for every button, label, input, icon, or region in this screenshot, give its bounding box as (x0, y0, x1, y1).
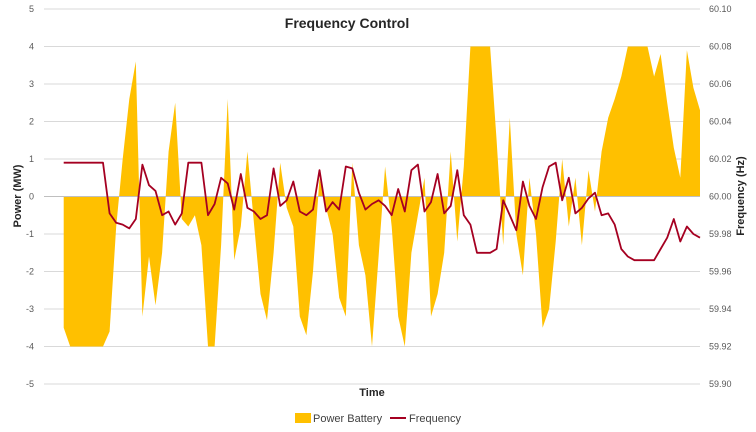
left-tick-label: 3 (29, 79, 34, 89)
right-tick-label: 60.10 (709, 4, 732, 14)
plot-area (44, 46, 701, 347)
right-axis-title: Frequency (Hz) (735, 156, 747, 236)
left-tick-label: -3 (26, 304, 34, 314)
chart-title: Frequency Control (285, 15, 409, 31)
right-tick-label: 59.98 (709, 229, 732, 239)
left-tick-label: -5 (26, 379, 34, 389)
left-axis-title: Power (MW) (12, 164, 24, 227)
right-tick-label: 60.06 (709, 79, 732, 89)
legend-label-frequency: Frequency (409, 413, 461, 425)
left-tick-label: 0 (29, 192, 34, 202)
right-tick-label: 59.96 (709, 267, 732, 277)
right-tick-label: 60.00 (709, 192, 732, 202)
frequency-line (63, 161, 701, 262)
x-axis-title: Time (359, 387, 384, 399)
right-tick-label: 59.94 (709, 304, 732, 314)
left-tick-label: 5 (29, 4, 34, 14)
right-tick-label: 60.04 (709, 117, 732, 127)
left-tick-label: 1 (29, 154, 34, 164)
left-tick-label: -2 (26, 267, 34, 277)
legend: Power Battery Frequency (295, 413, 461, 425)
left-tick-label: -4 (26, 342, 34, 352)
right-tick-label: 60.08 (709, 42, 732, 52)
left-tick-label: 2 (29, 117, 34, 127)
left-tick-label: -1 (26, 229, 34, 239)
legend-label-battery: Power Battery (313, 413, 383, 425)
right-tick-label: 60.02 (709, 154, 732, 164)
right-tick-label: 59.92 (709, 342, 732, 352)
left-tick-label: 4 (29, 42, 34, 52)
left-axis-ticks: 5 4 3 2 1 0 -1 -2 -3 -4 -5 (26, 4, 34, 389)
legend-swatch-battery (295, 413, 311, 423)
right-axis-ticks: 60.10 60.08 60.06 60.04 60.02 60.00 59.98 59.96… (709, 4, 732, 389)
right-tick-label: 59.90 (709, 379, 732, 389)
